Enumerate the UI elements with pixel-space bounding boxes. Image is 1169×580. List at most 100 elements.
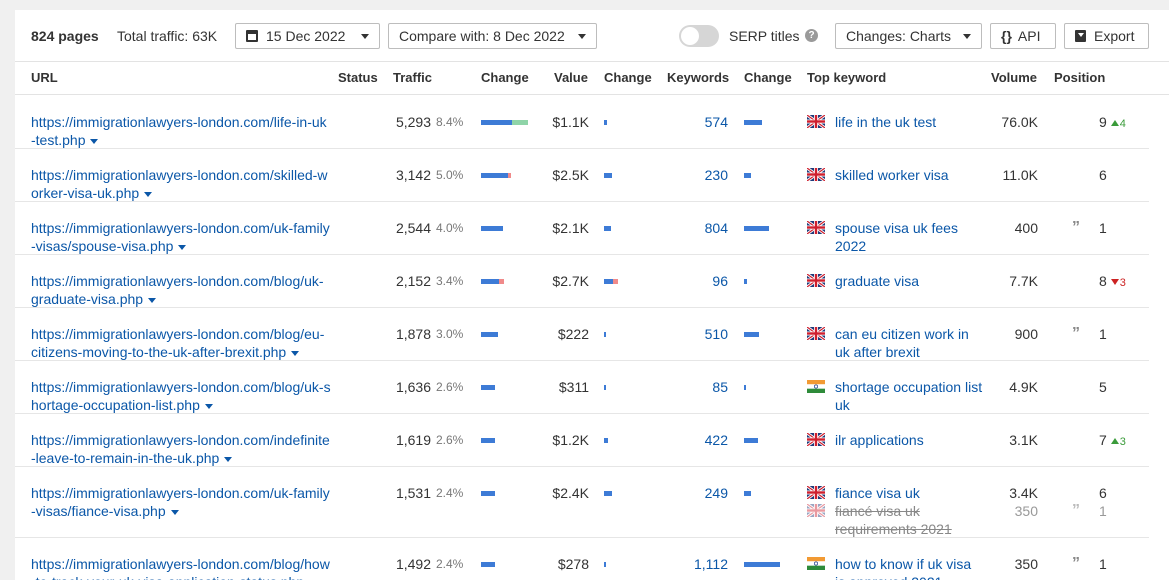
- url-text[interactable]: https://immigrationlawyers-london.com/li…: [31, 114, 327, 148]
- col-keywords-change[interactable]: Change: [744, 70, 792, 85]
- serp-titles-toggle[interactable]: [679, 25, 719, 47]
- traffic-share: 8.4%: [436, 115, 464, 129]
- traffic-share: 5.0%: [436, 168, 464, 182]
- position-value: 7: [1099, 432, 1107, 448]
- chevron-down-icon[interactable]: [178, 245, 187, 250]
- traffic-value: 2,544: [395, 220, 431, 236]
- page-url-link[interactable]: https://immigrationlawyers-london.com/bl…: [31, 272, 331, 308]
- date-picker-button[interactable]: 15 Dec 2022: [235, 23, 380, 49]
- chevron-down-icon[interactable]: [170, 510, 179, 515]
- chevron-down-icon[interactable]: [148, 298, 157, 303]
- chevron-down-icon[interactable]: [90, 139, 99, 144]
- value-change-bar-segment: [604, 438, 608, 443]
- compare-with-button[interactable]: Compare with: 8 Dec 2022: [388, 23, 597, 49]
- traffic-value-usd: $222: [557, 326, 589, 342]
- keywords-count-link[interactable]: 230: [704, 167, 728, 183]
- changes-label: Changes: Charts: [846, 28, 952, 44]
- url-text[interactable]: https://immigrationlawyers-london.com/uk…: [31, 220, 330, 254]
- url-text[interactable]: https://immigrationlawyers-london.com/bl…: [31, 379, 331, 413]
- traffic-value-usd: $2.7K: [552, 273, 589, 289]
- keywords-count-link[interactable]: 249: [704, 485, 728, 501]
- table-row: https://immigrationlawyers-london.com/bl…: [15, 255, 1149, 308]
- page-url-link[interactable]: https://immigrationlawyers-london.com/uk…: [31, 219, 331, 255]
- top-keyword-link[interactable]: ilr applications: [835, 432, 924, 448]
- keywords-count-link[interactable]: 422: [704, 432, 728, 448]
- url-text[interactable]: https://immigrationlawyers-london.com/bl…: [31, 556, 330, 580]
- export-label: Export: [1094, 28, 1135, 44]
- position-value: 1: [1099, 220, 1107, 236]
- page-url-link[interactable]: https://immigrationlawyers-london.com/in…: [31, 431, 331, 467]
- traffic-value-usd: $2.1K: [552, 220, 589, 236]
- url-text[interactable]: https://immigrationlawyers-london.com/bl…: [31, 326, 325, 360]
- uk-flag-icon: [806, 166, 826, 183]
- col-value[interactable]: Value: [554, 70, 588, 85]
- traffic-value-usd: $1.2K: [552, 432, 589, 448]
- traffic-share: 2.6%: [436, 380, 464, 394]
- previous-top-keyword: fiancé visa uk requirements 2021: [835, 503, 952, 537]
- value-change-bar-segment: [604, 332, 606, 337]
- top-keyword-link[interactable]: life in the uk test: [835, 114, 937, 130]
- table-row: https://immigrationlawyers-london.com/sk…: [15, 149, 1149, 202]
- page-url-link[interactable]: https://immigrationlawyers-london.com/bl…: [31, 378, 331, 414]
- traffic-value-usd: $311: [558, 379, 589, 395]
- chevron-down-icon[interactable]: [144, 192, 153, 197]
- traffic-change-bar-segment: [481, 385, 495, 390]
- top-keyword-link[interactable]: graduate visa: [835, 273, 920, 289]
- col-status[interactable]: Status: [338, 70, 378, 85]
- col-url[interactable]: URL: [31, 70, 58, 85]
- url-text[interactable]: https://immigrationlawyers-london.com/uk…: [31, 485, 330, 519]
- col-volume[interactable]: Volume: [991, 70, 1037, 85]
- page-url-link[interactable]: https://immigrationlawyers-london.com/uk…: [31, 484, 331, 520]
- page-url-link[interactable]: https://immigrationlawyers-london.com/bl…: [31, 555, 331, 580]
- col-position[interactable]: Position: [1054, 70, 1106, 85]
- keywords-count-link[interactable]: 1,112: [694, 556, 728, 572]
- top-keyword-link[interactable]: skilled worker visa: [835, 167, 949, 183]
- export-button[interactable]: Export: [1064, 23, 1149, 49]
- keyword-volume: 900: [1014, 326, 1038, 342]
- top-keyword-link[interactable]: shortage occupation list uk: [835, 379, 983, 413]
- url-text[interactable]: https://immigrationlawyers-london.com/in…: [31, 432, 330, 466]
- download-icon: [1075, 30, 1086, 42]
- table-header: URL Status Traffic Change Value Change K…: [15, 63, 1169, 95]
- keyword-position: 6: [1099, 166, 1107, 184]
- keywords-count-link[interactable]: 510: [704, 326, 728, 342]
- col-value-change[interactable]: Change: [604, 70, 652, 85]
- traffic-value-usd: $2.5K: [552, 167, 589, 183]
- col-keywords[interactable]: Keywords: [667, 70, 730, 85]
- page-url-link[interactable]: https://immigrationlawyers-london.com/bl…: [31, 325, 331, 361]
- api-button[interactable]: {} API: [990, 23, 1056, 49]
- position-value: 5: [1099, 379, 1107, 395]
- traffic-change-bar-segment: [481, 562, 495, 567]
- chevron-down-icon[interactable]: [204, 404, 213, 409]
- top-keyword-link[interactable]: spouse visa uk fees 2022: [835, 220, 958, 254]
- organic-pages-panel: 824 pages Total traffic: 63K 15 Dec 2022…: [15, 10, 1169, 580]
- col-top-keyword[interactable]: Top keyword: [807, 70, 887, 85]
- page-url-link[interactable]: https://immigrationlawyers-london.com/li…: [31, 113, 331, 149]
- keywords-count-link[interactable]: 804: [704, 220, 728, 236]
- changes-dropdown[interactable]: Changes: Charts: [835, 23, 982, 49]
- url-text[interactable]: https://immigrationlawyers-london.com/bl…: [31, 273, 324, 307]
- help-icon[interactable]: ?: [805, 29, 818, 42]
- chevron-down-icon[interactable]: [291, 351, 300, 356]
- value-change-bar-segment: [604, 491, 612, 496]
- keywords-change-bar-segment: [744, 120, 762, 125]
- url-text[interactable]: https://immigrationlawyers-london.com/sk…: [31, 167, 328, 201]
- chevron-down-icon[interactable]: [224, 457, 233, 462]
- keywords-count-link[interactable]: 85: [712, 379, 728, 395]
- api-label: API: [1017, 28, 1041, 44]
- top-keyword-link[interactable]: how to know if uk visa is approved 2021: [835, 556, 972, 580]
- previous-keyword-volume: 350: [1014, 503, 1038, 519]
- col-traffic-change[interactable]: Change: [481, 70, 529, 85]
- keywords-count-link[interactable]: 574: [704, 114, 728, 130]
- value-change-bar-segment: [604, 226, 611, 231]
- arrow-up-icon: [1110, 438, 1119, 444]
- col-traffic[interactable]: Traffic: [393, 70, 433, 85]
- keywords-count-link[interactable]: 96: [712, 273, 728, 289]
- top-keyword-link[interactable]: fiance visa uk: [835, 485, 920, 501]
- featured-snippet-icon: ”: [1072, 555, 1080, 572]
- total-traffic: Total traffic: 63K: [117, 28, 218, 44]
- page-url-link[interactable]: https://immigrationlawyers-london.com/sk…: [31, 166, 331, 202]
- keyword-volume: 350: [1014, 556, 1038, 572]
- top-keyword-link[interactable]: can eu citizen work in uk after brexit: [835, 326, 969, 360]
